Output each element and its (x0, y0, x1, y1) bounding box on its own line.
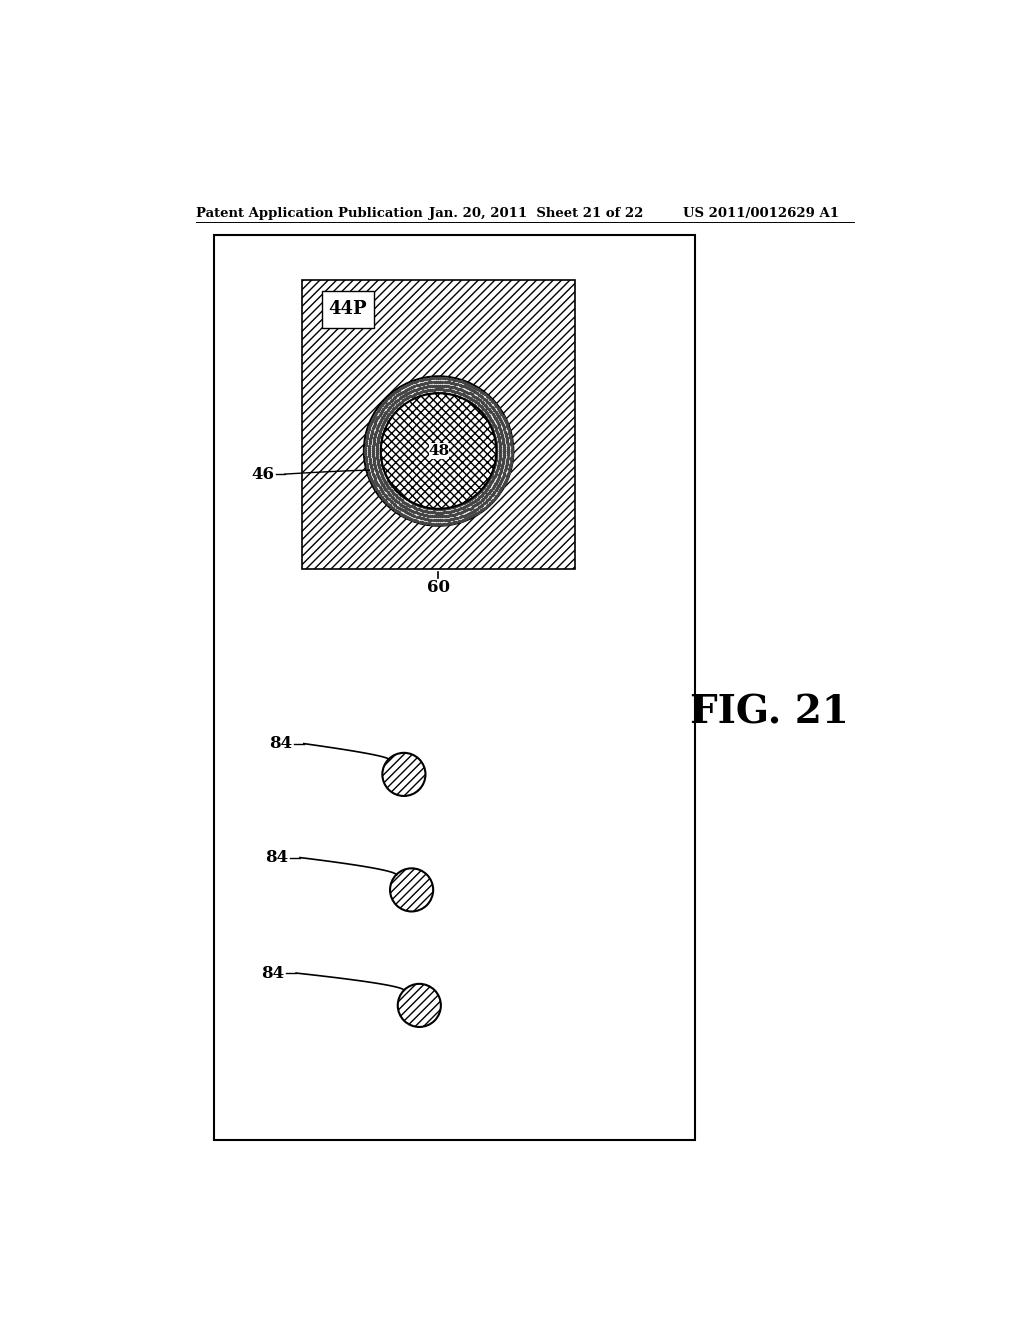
Circle shape (397, 983, 441, 1027)
Text: 84: 84 (265, 849, 289, 866)
Text: FIG. 21: FIG. 21 (690, 694, 849, 731)
Text: 48: 48 (428, 444, 450, 458)
Bar (214, 235, 695, 1140)
Text: 84: 84 (261, 965, 285, 982)
Text: 60: 60 (427, 578, 450, 595)
Text: US 2011/0012629 A1: US 2011/0012629 A1 (683, 207, 840, 220)
Text: 46: 46 (252, 466, 274, 483)
Bar (322, 290, 374, 327)
Bar (301, 280, 574, 569)
Text: Patent Application Publication: Patent Application Publication (196, 207, 423, 220)
Circle shape (381, 393, 497, 508)
Circle shape (382, 752, 425, 796)
Text: Jan. 20, 2011  Sheet 21 of 22: Jan. 20, 2011 Sheet 21 of 22 (429, 207, 644, 220)
Bar (429, 444, 449, 459)
Text: 84: 84 (269, 735, 292, 752)
Circle shape (390, 869, 433, 911)
Text: 44P: 44P (329, 301, 367, 318)
Circle shape (364, 376, 513, 525)
